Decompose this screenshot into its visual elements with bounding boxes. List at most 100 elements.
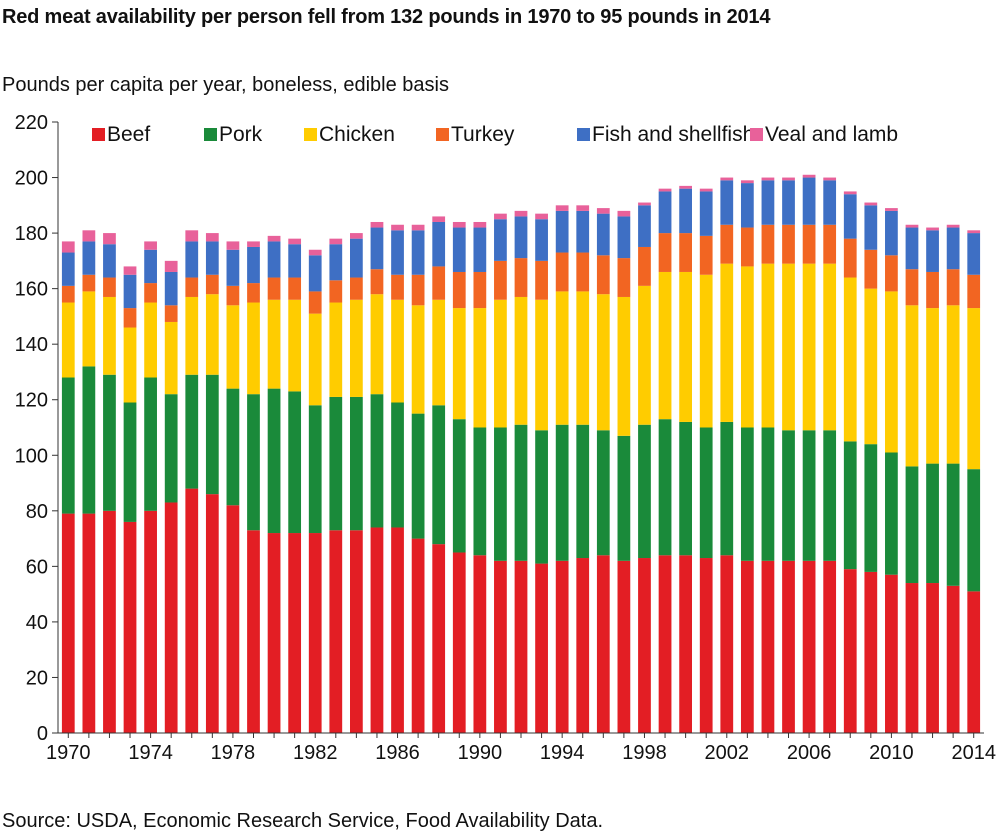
y-tick-label: 160: [15, 279, 48, 301]
bar-segment-fish-and-shellfish-1983: [329, 244, 343, 281]
bar-segment-pork-1978: [226, 388, 240, 506]
bar-segment-veal-and-lamb-2001: [699, 188, 713, 192]
bar-segment-chicken-1974: [144, 302, 157, 378]
bar-segment-turkey-1970: [61, 285, 75, 303]
bar-segment-beef-1973: [123, 521, 137, 733]
bar-segment-fish-and-shellfish-2006: [802, 177, 816, 225]
bar-segment-beef-2009: [864, 571, 878, 733]
bar-segment-turkey-2009: [864, 249, 878, 289]
bar-segment-turkey-1987: [411, 274, 425, 306]
bar-segment-beef-1999: [658, 555, 672, 733]
bar-segment-beef-2010: [885, 574, 898, 733]
bar-segment-veal-and-lamb-1976: [185, 230, 199, 242]
y-tick-label: 20: [26, 667, 48, 689]
bar-segment-fish-and-shellfish-2010: [885, 210, 898, 256]
bar-segment-pork-1990: [473, 427, 487, 556]
bar-segment-turkey-1989: [452, 271, 466, 309]
bar-segment-fish-and-shellfish-1981: [288, 244, 302, 278]
bar-segment-chicken-1984: [350, 299, 363, 397]
bar-segment-chicken-1978: [226, 305, 240, 389]
bar-segment-turkey-2011: [905, 269, 919, 306]
bar-segment-pork-1995: [576, 424, 590, 559]
bar-segment-fish-and-shellfish-1978: [226, 249, 240, 286]
legend: Beef Pork Chicken Turkey Fish and shellfish V…: [92, 123, 898, 146]
bar-segment-pork-2009: [864, 444, 878, 572]
y-tick-label: 180: [15, 223, 48, 245]
bar-segment-veal-and-lamb-1990: [473, 221, 487, 228]
x-tick-label: 1994: [540, 742, 585, 764]
x-tick-label: 1998: [622, 742, 667, 764]
bar-segment-veal-and-lamb-1983: [329, 238, 343, 245]
bar-segment-fish-and-shellfish-1999: [658, 191, 672, 234]
bar-segment-turkey-1974: [144, 283, 157, 303]
bar-segment-beef-2000: [679, 555, 692, 733]
bar-segment-beef-1990: [473, 555, 487, 733]
bar-segment-chicken-2004: [761, 263, 775, 428]
x-tick-label: 2014: [951, 742, 996, 764]
bar-segment-turkey-1991: [494, 260, 507, 300]
bar-segment-veal-and-lamb-1998: [638, 202, 651, 206]
bar-segment-beef-1976: [185, 488, 199, 733]
bar-segment-turkey-1981: [288, 277, 302, 300]
legend-swatch: [436, 128, 449, 141]
bar-segment-fish-and-shellfish-1979: [247, 246, 260, 284]
bar-segment-pork-2003: [740, 427, 754, 561]
bar-segment-fish-and-shellfish-1987: [411, 230, 425, 275]
bar-segment-veal-and-lamb-1986: [391, 224, 404, 231]
bar-segment-beef-2002: [720, 555, 734, 733]
bar-segment-veal-and-lamb-1978: [226, 241, 240, 250]
bar-segment-turkey-1994: [555, 252, 569, 292]
bar-segment-pork-1970: [61, 377, 75, 514]
bar-segment-chicken-1972: [103, 296, 116, 375]
legend-label: Pork: [219, 123, 263, 146]
bar-segment-beef-2008: [843, 569, 857, 733]
bar-segment-turkey-1971: [82, 274, 96, 292]
x-tick-label: 2006: [787, 742, 832, 764]
bar-segment-veal-and-lamb-2003: [740, 180, 754, 184]
bar-segment-chicken-2001: [699, 274, 713, 428]
chart-title: Red meat availability per person fell fr…: [2, 6, 771, 28]
bar-segment-pork-1985: [370, 394, 384, 528]
bar-segment-veal-and-lamb-2014: [967, 230, 981, 234]
bar-segment-turkey-2008: [843, 238, 857, 278]
bar-segment-beef-1993: [535, 563, 548, 733]
bar-segment-pork-1971: [82, 366, 96, 514]
y-axis: 0 20 40 60 80 100 120 140 160 180 200 220: [15, 112, 59, 745]
bar-segment-veal-and-lamb-2013: [946, 224, 960, 228]
bar-segment-fish-and-shellfish-1995: [576, 210, 590, 253]
bar-segment-pork-1987: [411, 413, 425, 539]
bar-segment-veal-and-lamb-1988: [432, 216, 446, 222]
bar-segment-veal-and-lamb-1981: [288, 238, 302, 245]
bar-segment-veal-and-lamb-2004: [761, 177, 775, 181]
bar-segment-chicken-1996: [596, 294, 610, 431]
bar-segment-beef-2001: [699, 558, 713, 733]
bar-segment-fish-and-shellfish-2014: [967, 233, 981, 275]
bar-segment-fish-and-shellfish-1985: [370, 227, 384, 270]
legend-swatch: [304, 128, 317, 141]
y-axis-label: Pounds per capita per year, boneless, ed…: [2, 74, 449, 96]
bar-segment-fish-and-shellfish-1992: [514, 216, 528, 259]
bar-segment-pork-2014: [967, 469, 981, 592]
legend-label: Veal and lamb: [765, 123, 898, 146]
bar-segment-turkey-2010: [885, 255, 898, 292]
bar-segment-fish-and-shellfish-1984: [350, 238, 363, 278]
bar-segment-veal-and-lamb-2000: [679, 185, 692, 189]
bar-segment-chicken-2009: [864, 288, 878, 445]
legend-label: Turkey: [451, 123, 515, 146]
y-tick-label: 60: [26, 556, 48, 578]
bar-segment-fish-and-shellfish-2008: [843, 194, 857, 239]
bar-segment-pork-1997: [617, 435, 631, 561]
bar-segment-fish-and-shellfish-1973: [123, 274, 137, 309]
bar-segment-fish-and-shellfish-1996: [596, 213, 610, 256]
bar-segment-beef-1982: [308, 533, 322, 733]
bar-segment-fish-and-shellfish-1971: [82, 241, 96, 275]
bar-segment-pork-2005: [782, 430, 795, 561]
bar-segment-pork-2000: [679, 421, 692, 556]
bar-segment-pork-1992: [514, 424, 528, 561]
bar-segment-veal-and-lamb-1991: [494, 213, 507, 220]
bar-segment-fish-and-shellfish-1976: [185, 241, 199, 278]
bar-segment-veal-and-lamb-1987: [411, 224, 425, 231]
bar-segment-turkey-1996: [596, 255, 610, 295]
bar-segment-turkey-1979: [247, 283, 260, 303]
